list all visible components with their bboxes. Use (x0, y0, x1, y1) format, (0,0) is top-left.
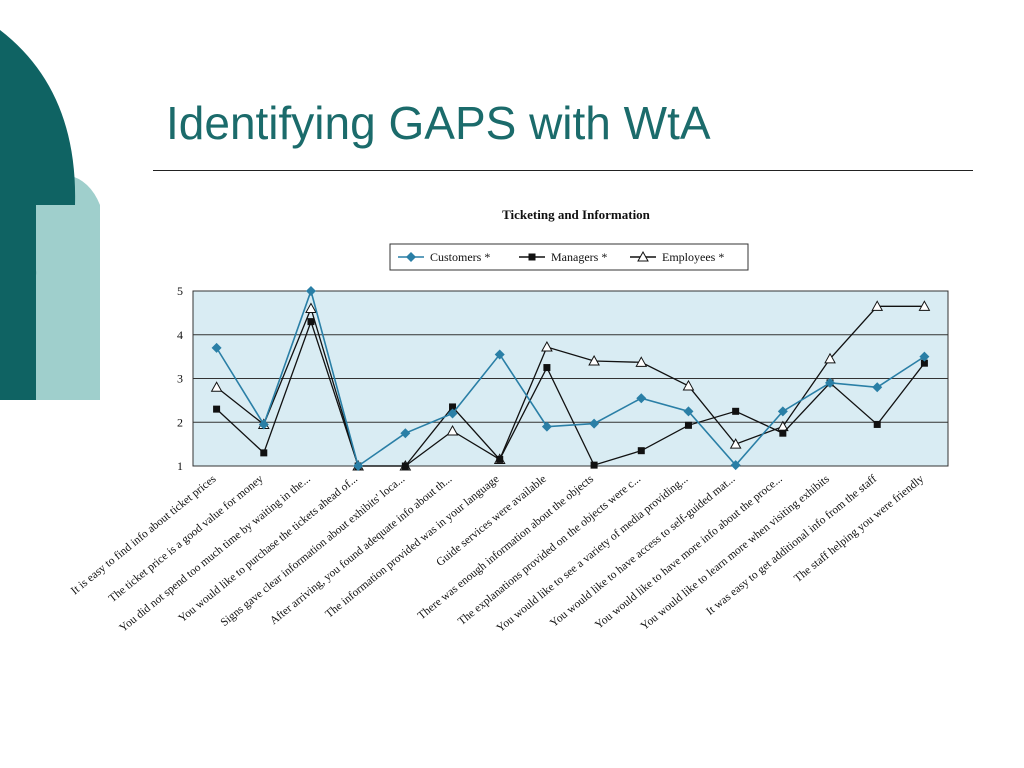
data-point (919, 351, 930, 362)
dark-teal-shape (0, 30, 76, 400)
data-point (353, 461, 364, 471)
data-point (589, 418, 600, 429)
decorative-shapes (0, 30, 100, 400)
chart-legend: Customers * Managers * Employees * (389, 243, 749, 271)
x-tick-label: The information provided was in your lan… (323, 473, 501, 621)
data-point (541, 421, 552, 432)
data-point (683, 406, 694, 417)
data-point (258, 419, 269, 430)
data-point (729, 438, 742, 449)
data-point (446, 424, 459, 436)
data-point (825, 377, 836, 388)
data-point (684, 421, 692, 429)
y-tick-label: 3 (177, 372, 183, 386)
data-point (590, 461, 598, 469)
y-axis-labels: 1 2 3 4 5 (177, 284, 183, 473)
data-point (920, 359, 928, 367)
plot-area (192, 290, 949, 467)
data-point (918, 300, 931, 311)
data-point (871, 300, 884, 311)
data-point (307, 318, 315, 326)
legend-label: Employees * (662, 250, 724, 264)
legend-label: Customers * (430, 250, 490, 264)
series-diamond (211, 286, 930, 471)
slide-title: Identifying GAPS with WtA (166, 97, 711, 149)
data-point (588, 354, 600, 366)
data-point (447, 408, 458, 419)
data-point (213, 405, 221, 413)
legend-box (389, 243, 749, 271)
data-point (543, 364, 551, 372)
data-point (305, 286, 316, 296)
data-point (541, 340, 553, 352)
data-point (400, 428, 411, 439)
data-point (872, 382, 883, 393)
legend-marker (637, 250, 649, 262)
x-tick-label: It was easy to get additional info from … (704, 473, 879, 618)
data-point (732, 407, 740, 415)
y-tick-label: 2 (177, 415, 183, 429)
data-point (824, 352, 836, 364)
x-tick-label: There was enough information about the o… (416, 473, 597, 623)
data-point (777, 406, 788, 417)
data-point (449, 403, 457, 411)
legend-marker (528, 253, 536, 261)
y-tick-label: 5 (177, 284, 183, 298)
dark-teal-arc (0, 270, 37, 400)
chart-title: Ticketing and Information (502, 207, 651, 222)
x-axis-labels: It is easy to find info about ticket pri… (69, 473, 927, 635)
data-point (494, 349, 505, 360)
data-point (730, 460, 741, 471)
data-point (305, 302, 317, 313)
y-tick-label: 4 (177, 328, 183, 342)
series-line (216, 305, 925, 467)
data-point (636, 393, 647, 404)
data-point (211, 342, 222, 353)
data-point (873, 420, 881, 428)
legend-label: Managers * (551, 250, 607, 264)
x-tick-label: You would like to purchase the tickets a… (176, 473, 360, 625)
data-point (682, 379, 695, 391)
data-point (496, 455, 504, 463)
series-marks (210, 286, 931, 471)
data-point (210, 381, 223, 392)
series-line (216, 319, 925, 467)
data-point (637, 447, 645, 455)
data-point (401, 462, 409, 470)
legend-marker (406, 252, 416, 262)
y-tick-label: 1 (177, 459, 183, 473)
data-point (779, 429, 787, 437)
title-divider (153, 170, 973, 171)
series-line (215, 288, 925, 468)
data-point (635, 356, 648, 367)
data-point (260, 449, 268, 457)
